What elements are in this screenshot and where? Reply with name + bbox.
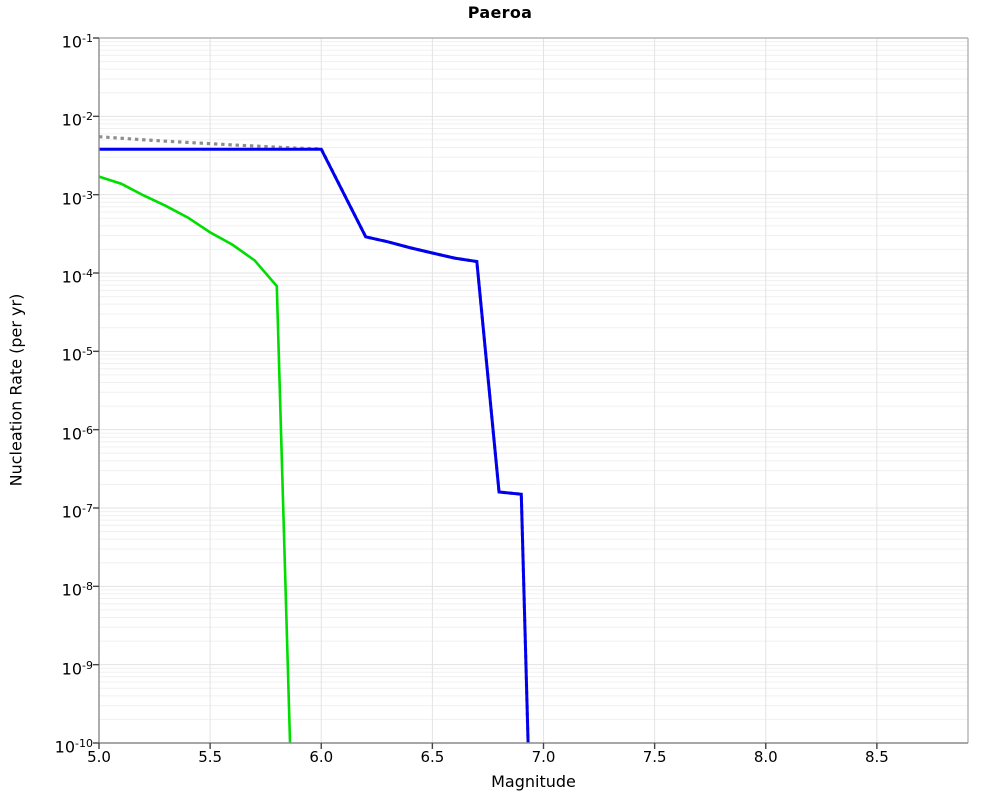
y-tick-label: 10-10 (54, 737, 93, 757)
x-tick-label: 7.5 (642, 748, 667, 766)
x-axis-title: Magnitude (491, 772, 576, 791)
chart-title: Paeroa (467, 3, 533, 22)
series-lower-bound (99, 175, 292, 743)
series-mean-rate (99, 147, 530, 743)
y-tick-label: 10-9 (61, 658, 93, 678)
x-tick-label: 5.5 (198, 748, 223, 766)
y-tick-label: 10-6 (61, 423, 93, 443)
y-tick-label: 10-7 (61, 502, 93, 522)
x-tick-label: 8.5 (864, 748, 889, 766)
x-tick-label: 6.5 (420, 748, 445, 766)
y-tick-label: 10-5 (61, 345, 93, 365)
y-tick-label: 10-2 (61, 110, 93, 130)
y-axis-title: Nucleation Rate (per yr) (6, 293, 26, 487)
x-tick-label: 8.0 (753, 748, 778, 766)
y-tick-label: 10-8 (61, 580, 93, 600)
series-upper-bound-dotted (99, 135, 530, 743)
y-tick-label: 10-3 (61, 188, 93, 208)
y-tick-label: 10-4 (61, 267, 93, 287)
x-tick-label: 5.0 (87, 748, 111, 766)
y-tick-label: 10-1 (61, 32, 93, 52)
x-tick-label: 7.0 (531, 748, 556, 766)
x-tick-label: 6.0 (309, 748, 334, 766)
